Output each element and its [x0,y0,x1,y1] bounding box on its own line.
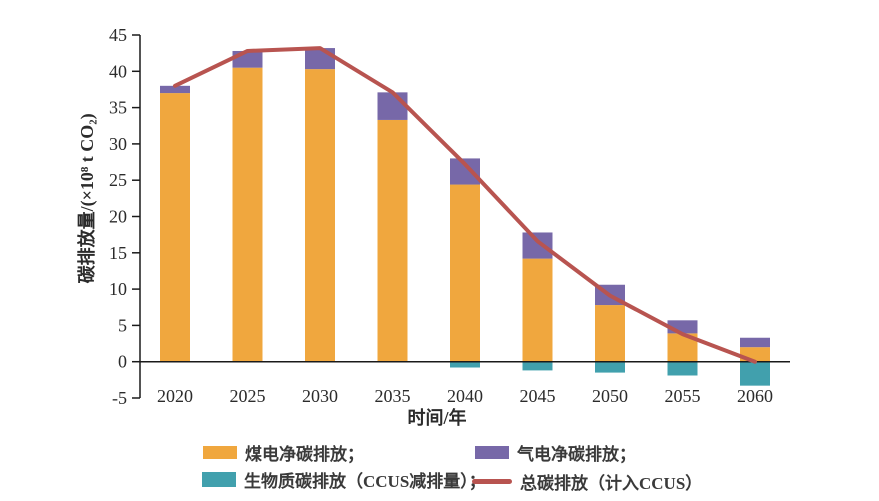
y-tick-label: 45 [109,25,127,45]
legend-swatch-biomass [202,472,236,487]
legend-swatch-total-line [472,479,512,484]
y-tick-label: 10 [109,279,127,299]
y-tick-label: 40 [109,61,127,81]
x-tick-label: 2055 [665,386,701,406]
legend-label-coal: 煤电净碳排放； [245,445,364,464]
bar-segment-1-2035 [377,92,408,120]
bar-segment-0-2020 [160,93,190,362]
y-tick-label: -5 [112,388,127,408]
y-tick-label: 25 [109,170,127,190]
bar-segment-2-2055 [667,361,698,376]
legend-label-biomass: 生物质碳排放（CCUS减排量）； [244,472,486,491]
x-tick-label: 2060 [737,386,773,406]
bar-segment-0-2040 [450,184,480,362]
legend-label-total-line: 总碳排放（计入CCUS） [520,474,703,493]
bar-segment-0-2025 [232,67,263,362]
bar-segment-0-2050 [595,305,625,362]
legend-swatch-gas [475,446,509,459]
x-tick-label: 2020 [157,386,193,406]
legend-item-gas: 气电净碳排放； [475,440,636,465]
y-axis-title: 碳排放量/(×10⁸ t CO₂) [76,113,98,283]
bar-segment-2-2040 [450,361,480,368]
bar-segment-1-2020 [160,85,190,94]
bar-segment-2-2045 [522,361,553,371]
bar-segment-2-2050 [595,361,625,373]
bar-segment-0-2030 [305,69,335,362]
x-tick-label: 2040 [447,386,483,406]
bar-segment-1-2030 [305,48,335,70]
x-tick-label: 2035 [375,386,411,406]
y-tick-label: 15 [109,243,127,263]
bar-segment-1-2060 [740,337,770,348]
legend-item-coal: 煤电净碳排放； [203,440,364,465]
y-tick-label: 5 [118,315,127,335]
bar-segment-0-2045 [522,258,553,362]
bar-segment-1-2045 [522,232,553,259]
x-tick-label: 2025 [230,386,266,406]
legend-item-biomass: 生物质碳排放（CCUS减排量）； [202,467,486,492]
y-tick-label: 20 [109,207,127,227]
bar-segment-1-2025 [232,50,263,68]
legend-label-gas: 气电净碳排放； [517,445,636,464]
legend-swatch-coal [203,446,237,459]
bar-segment-2-2060 [740,361,770,386]
bar-segment-0-2035 [377,119,408,362]
legend-item-total-line: 总碳排放（计入CCUS） [472,469,702,494]
x-axis-title: 时间/年 [407,407,466,428]
x-tick-label: 2030 [302,386,338,406]
y-tick-label: 35 [109,98,127,118]
total-emissions-line [173,46,757,364]
x-tick-label: 2050 [592,386,628,406]
y-tick-label: 30 [109,134,127,154]
x-tick-label: 2045 [520,386,556,406]
y-tick-label: 0 [118,352,127,372]
